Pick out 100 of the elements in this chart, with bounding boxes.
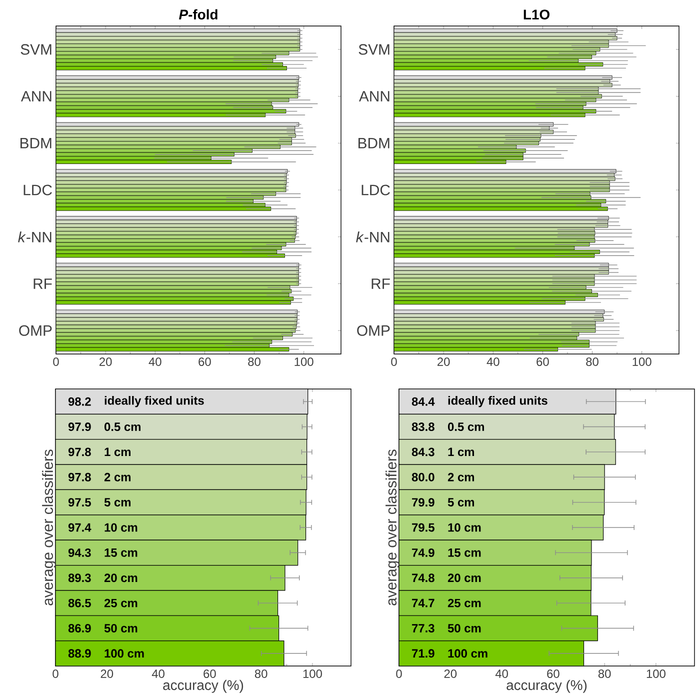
x-tick-label: 40 (148, 358, 162, 366)
x-tick-label: 0 (396, 670, 402, 678)
bar (394, 184, 610, 188)
data-label: 79.5 (412, 523, 434, 532)
x-tick-label: 20 (100, 358, 112, 366)
bar (56, 220, 297, 224)
data-label: 74.7 (412, 598, 434, 608)
bar (394, 250, 600, 254)
category-label: 10 cm (104, 523, 138, 532)
data-label: 74.8 (412, 574, 434, 582)
bar (56, 109, 286, 114)
bar (394, 282, 595, 286)
bar (56, 86, 298, 91)
x-tick-label: 100 (303, 670, 322, 678)
category-label: 50 cm (448, 624, 481, 632)
bar (56, 40, 300, 44)
data-label: 97.8 (68, 448, 91, 456)
bar (394, 152, 524, 156)
x-tick-label: 100 (646, 670, 666, 678)
data-label: 97.9 (68, 422, 91, 431)
bar (56, 332, 293, 336)
y-tick-label: k-NN (356, 231, 390, 242)
x-tick-label: 0 (391, 358, 397, 366)
bar (394, 109, 596, 114)
data-label: 83.8 (412, 422, 434, 432)
data-label: 80.0 (412, 472, 434, 482)
data-label: 97.8 (68, 472, 91, 482)
x-tick-label: 60 (198, 358, 211, 366)
data-label: 97.5 (68, 498, 91, 507)
bar (56, 296, 294, 301)
bar (56, 130, 296, 134)
category-label: ideally fixed units (104, 396, 204, 408)
category-label: 2 cm (448, 472, 474, 482)
bar (394, 130, 554, 134)
y-axis-title: average over classifiers (42, 450, 56, 606)
data-label: 88.9 (68, 649, 91, 658)
bar (56, 289, 292, 294)
bar (56, 47, 300, 52)
x-tick-label: 100 (294, 358, 314, 366)
y-tick-label: OMP (357, 325, 390, 336)
x-tick-label: 100 (632, 358, 652, 366)
bar (394, 176, 616, 181)
x-tick-label: 80 (598, 670, 611, 678)
data-label: 97.4 (68, 523, 92, 532)
bar (56, 62, 283, 66)
y-tick-label: k-NN (18, 231, 52, 242)
bar (394, 266, 609, 271)
bar (394, 220, 608, 224)
bar (394, 324, 596, 329)
category-label: ideally fixed units (448, 396, 548, 408)
bar (56, 79, 299, 84)
x-axis-title: accuracy (%) (506, 680, 587, 693)
y-tick-label: BDM (358, 138, 390, 148)
bar (56, 282, 299, 286)
y-tick-label: OMP (19, 325, 52, 336)
bar (394, 234, 595, 239)
bar (56, 176, 287, 181)
x-tick-label: 0 (53, 358, 59, 366)
bar (56, 227, 297, 232)
category-label: 25 cm (104, 598, 138, 608)
x-tick-label: 20 (444, 670, 457, 678)
category-label: 1 cm (448, 448, 474, 456)
x-tick-label: 40 (486, 358, 500, 366)
category-label: 50 cm (104, 624, 138, 632)
bar (394, 94, 602, 98)
x-tick-label: 20 (100, 670, 114, 678)
data-label: 77.3 (412, 624, 434, 632)
y-tick-label: RF (34, 278, 52, 289)
x-axis-title: accuracy (%) (163, 680, 244, 693)
bar (56, 274, 299, 278)
bar (394, 62, 604, 66)
category-label: 20 cm (448, 574, 481, 582)
bar (394, 137, 540, 142)
data-label: 89.3 (68, 574, 91, 582)
x-tick-label: 60 (204, 670, 216, 678)
category-label: 25 cm (448, 598, 481, 608)
category-label: 5 cm (448, 498, 474, 506)
category-label: 15 cm (448, 548, 481, 557)
x-tick-label: 80 (254, 670, 268, 678)
bar (56, 94, 298, 98)
x-tick-label: 0 (52, 670, 58, 678)
bar (56, 184, 286, 188)
data-label: 79.9 (412, 498, 434, 507)
bar (394, 199, 606, 204)
y-tick-label: SVM (20, 44, 52, 55)
bar (56, 234, 296, 239)
category-label: 15 cm (104, 548, 138, 557)
bar (394, 317, 604, 322)
bar (56, 324, 297, 329)
x-tick-label: 20 (438, 358, 450, 366)
data-label: 86.5 (68, 598, 91, 608)
x-tick-label: 40 (152, 670, 164, 678)
category-label: 5 cm (104, 498, 131, 506)
y-tick-label: ANN (20, 91, 52, 102)
y-tick-label: LDC (362, 184, 390, 196)
x-tick-label: 40 (495, 670, 508, 678)
bar (56, 266, 299, 271)
y-axis-title: average over classifiers (386, 450, 400, 606)
data-label: 94.3 (68, 548, 91, 557)
x-tick-label: 60 (547, 670, 560, 678)
